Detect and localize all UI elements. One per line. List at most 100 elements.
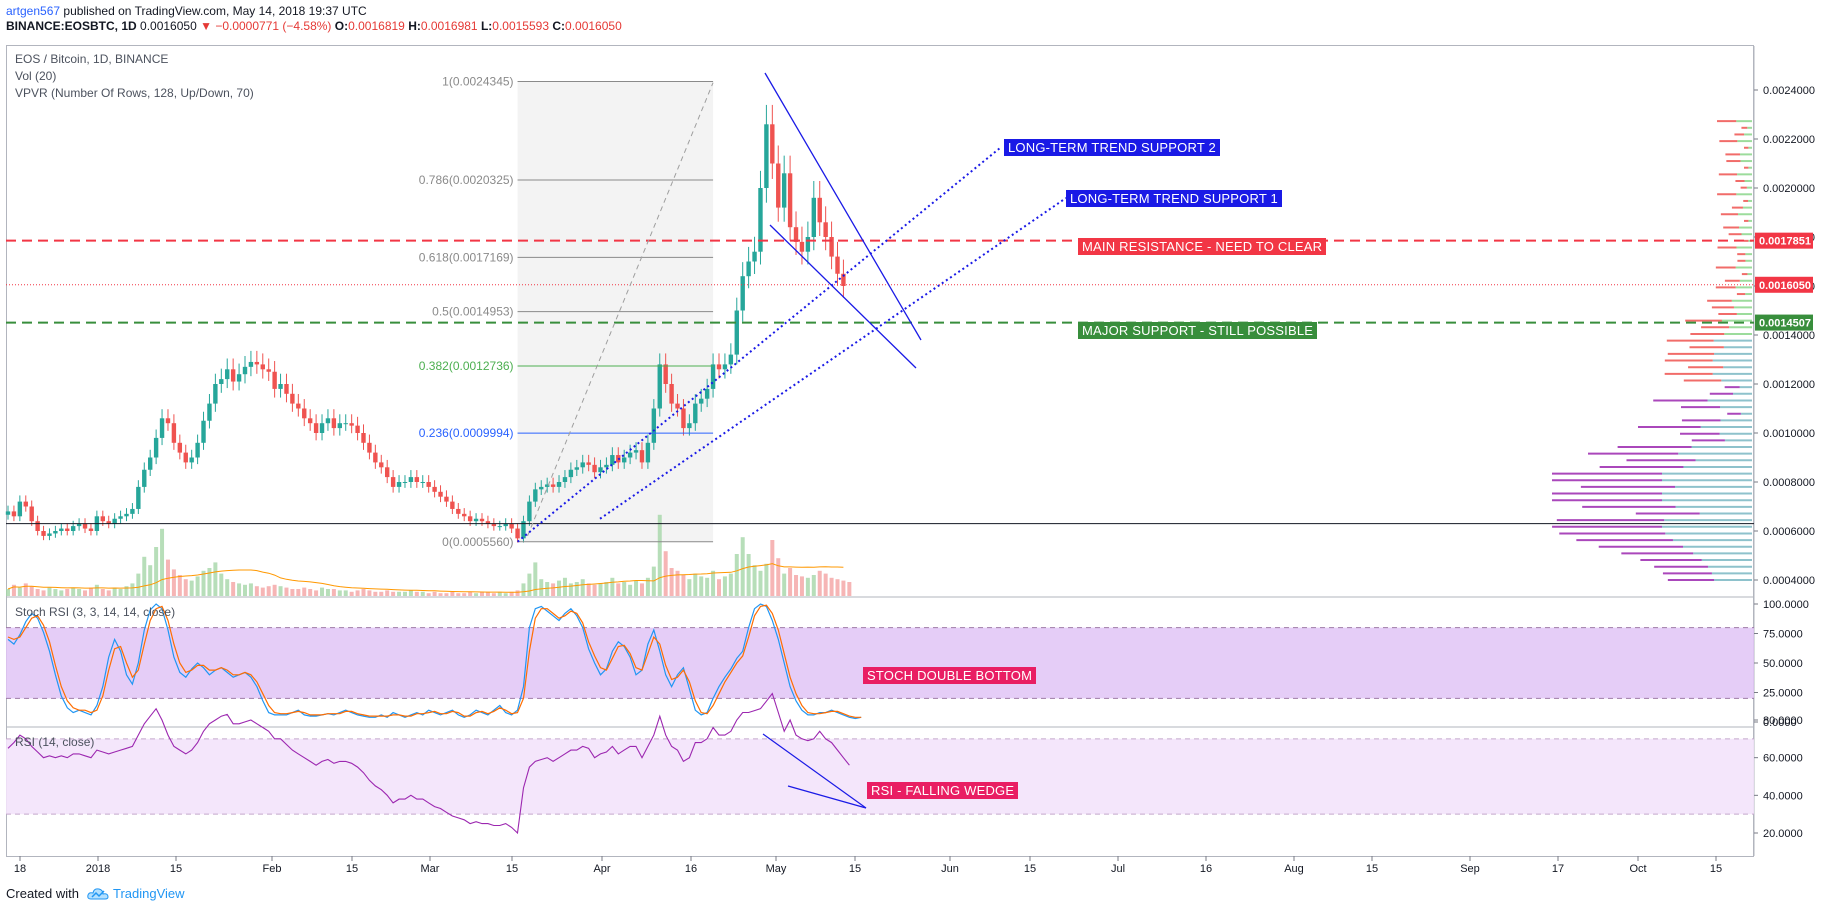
volume-bar xyxy=(207,568,212,596)
volume-bar xyxy=(622,582,627,596)
volume-bar xyxy=(722,576,727,596)
candle-body xyxy=(396,482,402,487)
candle-body xyxy=(402,482,408,483)
author-link[interactable]: artgen567 xyxy=(6,4,61,18)
candle-body xyxy=(53,531,58,534)
volume-bar xyxy=(823,573,828,596)
volume-bar xyxy=(320,587,325,596)
volume-bar xyxy=(177,575,182,596)
stoch-tick-label: 50.0000 xyxy=(1763,658,1803,670)
volume-bar xyxy=(794,575,799,596)
candle-body xyxy=(568,469,574,478)
candle-body xyxy=(426,482,431,487)
volume-bar xyxy=(29,586,34,596)
volume-bar xyxy=(385,590,390,596)
candle-body xyxy=(17,501,23,517)
candle-body xyxy=(580,462,585,468)
candle-body xyxy=(290,393,295,404)
volume-bar xyxy=(296,589,301,596)
volume-bar xyxy=(302,587,307,596)
volume-bar xyxy=(497,591,502,596)
candle-body xyxy=(349,423,354,426)
volume-bar xyxy=(610,577,615,596)
volume-bar xyxy=(782,573,787,596)
candle-body xyxy=(225,369,230,380)
stoch-band xyxy=(6,627,1754,699)
candle-body xyxy=(272,371,277,389)
candle-body xyxy=(509,523,514,529)
candle-body xyxy=(100,516,105,522)
volume-bar xyxy=(616,583,621,596)
price-tick-label: 0.0014000 xyxy=(1763,330,1815,342)
volume-bar xyxy=(521,583,526,596)
x-tick-label: 16 xyxy=(1200,863,1212,875)
candle-body xyxy=(811,197,816,237)
volume-bar xyxy=(699,576,704,596)
fib-level-label: 1(0.0024345) xyxy=(442,75,513,89)
volume-bar xyxy=(580,579,585,596)
price-label-text: 0.0016050 xyxy=(1759,280,1811,292)
volume-bar xyxy=(148,565,153,596)
volume-bar xyxy=(663,551,668,596)
candle-body xyxy=(639,450,645,463)
annotation-stoch-double-bottom: STOCH DOUBLE BOTTOM xyxy=(863,667,1037,684)
volume-bar xyxy=(462,593,467,596)
x-tick-label: 17 xyxy=(1552,863,1564,875)
candle-body xyxy=(414,477,420,482)
volume-bar xyxy=(266,586,271,596)
candle-body xyxy=(562,477,568,482)
x-tick-label: 18 xyxy=(14,863,26,875)
volume-bar xyxy=(450,591,455,596)
x-tick-label: Feb xyxy=(263,863,282,875)
volume-bar xyxy=(693,573,698,596)
volume-bar xyxy=(551,583,556,596)
volume-bar xyxy=(669,568,674,596)
volume-bar xyxy=(752,565,757,596)
volume-bar xyxy=(130,583,135,596)
volume-bar xyxy=(213,562,218,596)
tradingview-logo[interactable]: TradingView xyxy=(87,886,185,901)
high-label: H: xyxy=(408,19,421,33)
candle-body xyxy=(236,374,242,382)
volume-bar xyxy=(574,582,579,596)
candle-body xyxy=(302,408,307,419)
candle-body xyxy=(752,251,757,262)
fib-trend-line xyxy=(527,82,714,537)
chart-svg[interactable]: 1(0.0024345) 0.786(0.0020325) 0.618(0.0017… xyxy=(0,0,1824,880)
candle-body xyxy=(699,398,704,404)
open-value: 0.0016819 xyxy=(348,19,405,33)
trendline-support-2 xyxy=(516,147,1001,543)
candle-body xyxy=(438,491,443,497)
candle-body xyxy=(515,528,520,539)
candle-body xyxy=(716,364,722,370)
rsi-series xyxy=(7,692,850,835)
main-legend: EOS / Bitcoin, 1D, BINANCE Vol (20) VPVR… xyxy=(15,51,254,102)
high-value: 0.0016981 xyxy=(420,19,478,33)
stoch-tick-label: 100.0000 xyxy=(1763,599,1809,611)
candle-body xyxy=(248,361,254,367)
candle-body xyxy=(556,482,562,487)
volume-bar xyxy=(189,580,194,596)
candle-body xyxy=(473,518,479,522)
volume-bar xyxy=(136,573,141,596)
x-tick-label: May xyxy=(766,863,787,875)
volume-bar xyxy=(83,590,88,596)
open-label: O: xyxy=(334,19,349,33)
candle-body xyxy=(491,523,497,527)
volume-bar xyxy=(65,589,70,596)
volume-bar xyxy=(17,587,22,596)
volume-bar xyxy=(811,575,816,596)
candle-body xyxy=(764,124,769,188)
volume-bar xyxy=(426,593,431,596)
volume-bar xyxy=(391,591,396,596)
volume-bar xyxy=(491,593,496,596)
close-value: 0.0016050 xyxy=(565,19,622,33)
candle-body xyxy=(663,364,668,384)
fib-level-label: 0.236(0.0009994) xyxy=(419,426,514,440)
rsi-tick-label: 40.0000 xyxy=(1763,790,1803,802)
tradingview-brand: TradingView xyxy=(112,886,185,901)
candle-body xyxy=(142,469,147,487)
candle-body xyxy=(189,457,194,463)
x-tick-label: 15 xyxy=(1366,863,1378,875)
volume-bar xyxy=(681,575,686,596)
